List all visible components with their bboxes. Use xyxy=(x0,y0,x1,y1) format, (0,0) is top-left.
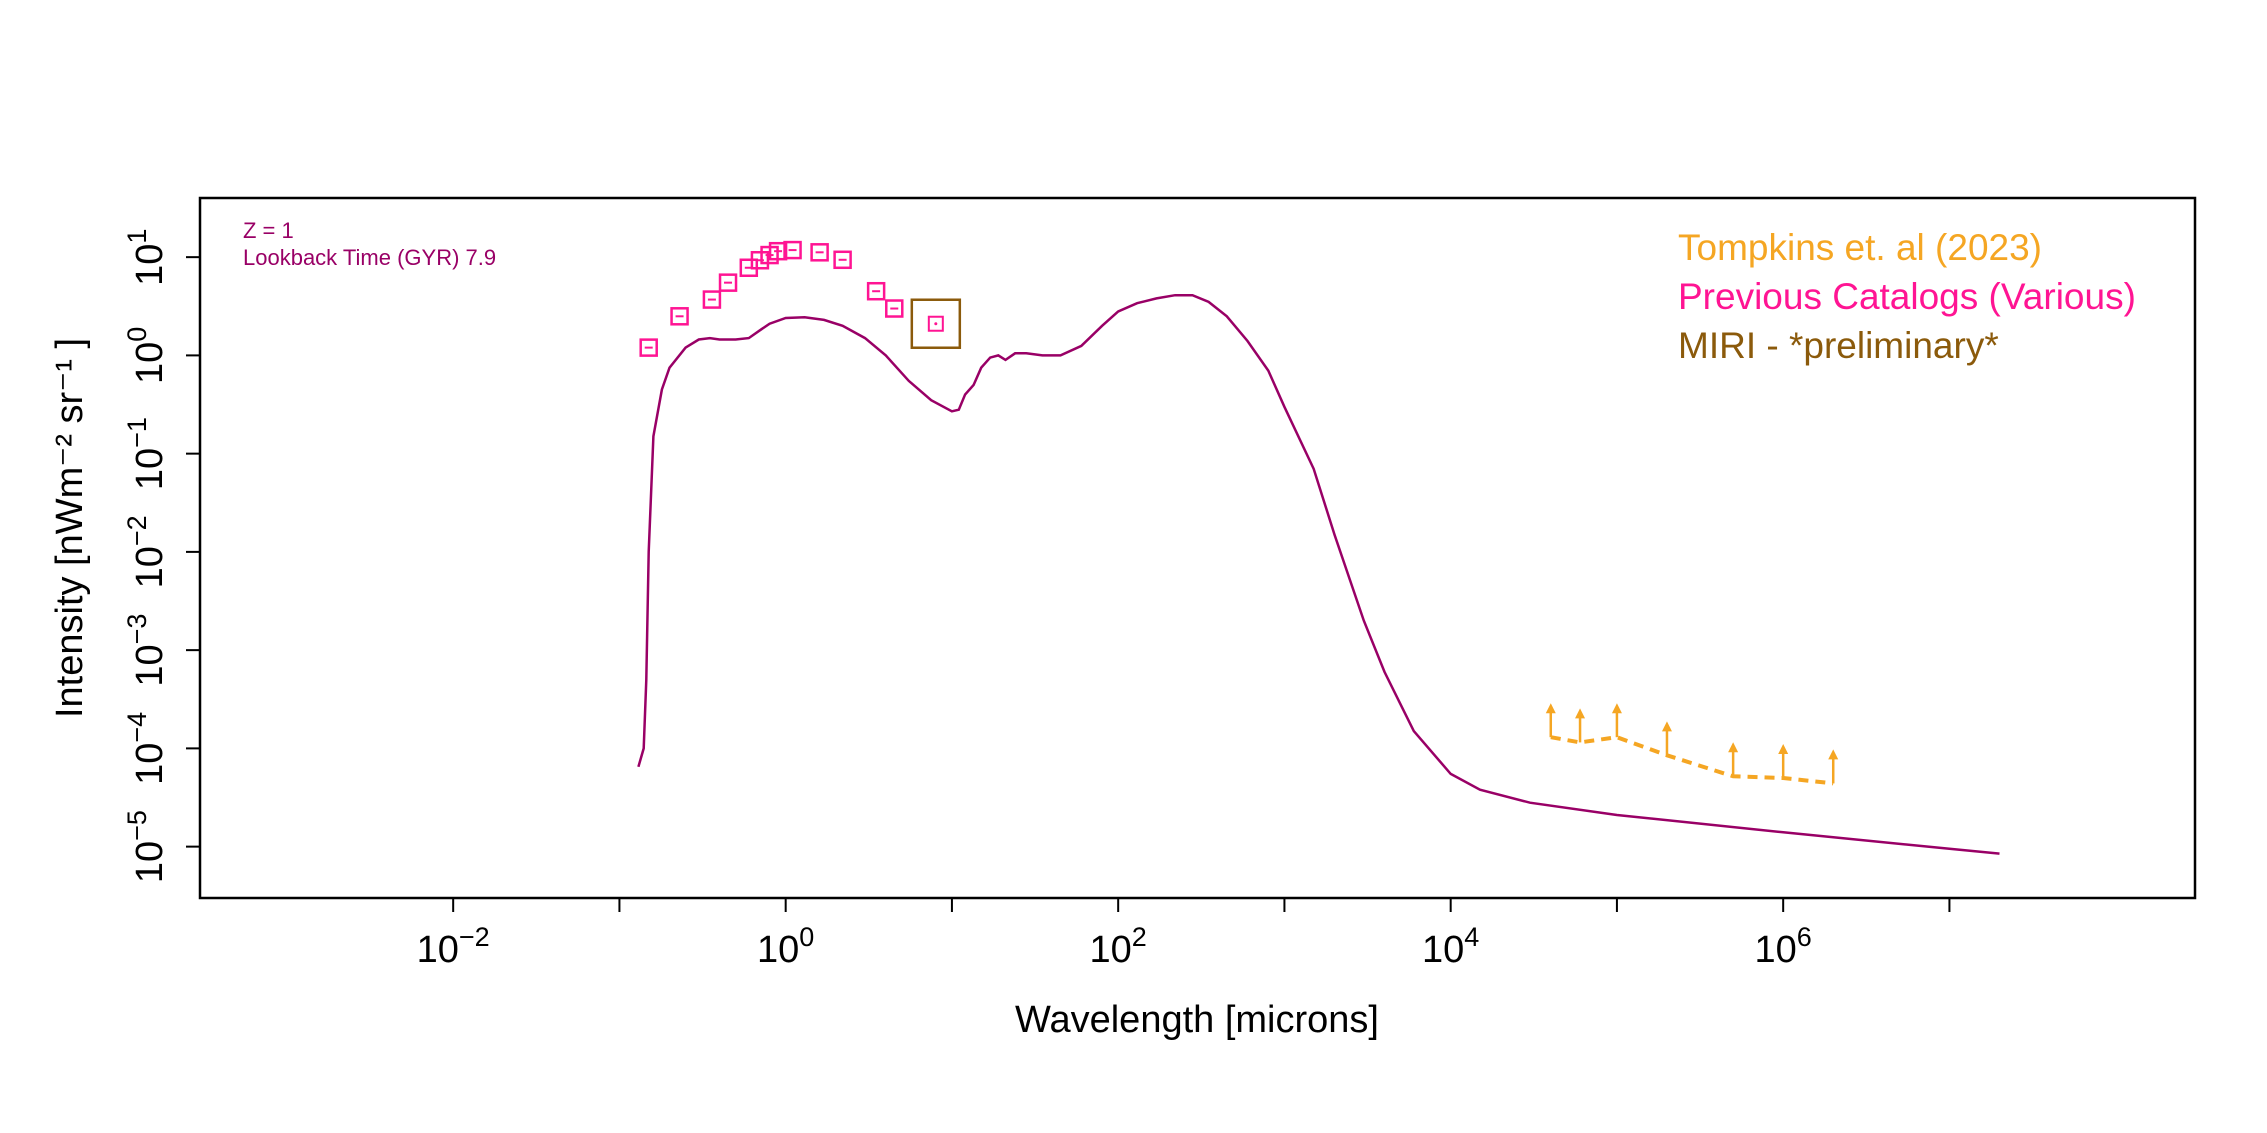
limit-arrow-head xyxy=(1828,749,1839,760)
x-tick-label-exponent: −2 xyxy=(459,922,490,952)
plot-contents xyxy=(637,240,2000,855)
data-marker xyxy=(783,240,802,260)
previous-catalog-point xyxy=(783,240,802,260)
data-marker xyxy=(750,250,770,270)
miri-point xyxy=(910,298,962,349)
y-tick-label-exponent: 1 xyxy=(122,229,152,244)
annotation-redshift: Z = 1 xyxy=(243,218,294,243)
limit-arrow-head xyxy=(1728,742,1739,753)
limit-arrow-head xyxy=(1545,703,1556,714)
previous-catalog-point xyxy=(833,250,852,270)
previous-catalog-point xyxy=(810,243,829,262)
legend-entry-miri: MIRI - *preliminary* xyxy=(1678,325,1999,366)
limit-arrow-head xyxy=(1778,743,1789,754)
x-tick-label-exponent: 4 xyxy=(1464,922,1479,952)
y-tick-label-exponent: −2 xyxy=(122,515,152,546)
x-tick-label: 106 xyxy=(1755,922,1812,971)
x-tick-label-exponent: 6 xyxy=(1797,922,1812,952)
y-tick-label-exponent: −5 xyxy=(122,810,152,841)
data-marker xyxy=(885,299,904,318)
x-axis-label: Wavelength [microns] xyxy=(1015,999,1379,1041)
previous-catalog-point xyxy=(670,307,689,326)
y-tick-label-base: 10 xyxy=(129,644,171,686)
x-tick-label: 10−2 xyxy=(417,922,490,971)
x-tick-label: 100 xyxy=(757,922,814,971)
previous-catalog-point xyxy=(885,299,904,318)
data-marker xyxy=(670,307,689,326)
plot-frame xyxy=(198,196,2197,900)
miri-box-marker xyxy=(910,298,962,349)
y-tick-label-exponent: 0 xyxy=(122,327,152,342)
x-tick-label-base: 10 xyxy=(1422,929,1464,971)
y-tick-label: 10−1 xyxy=(122,417,171,490)
tompkins-lower-limit-point xyxy=(1828,749,1839,784)
y-tick-label-exponent: −4 xyxy=(122,712,152,743)
y-tick-label: 10−3 xyxy=(122,614,171,687)
tompkins-lower-limit-point xyxy=(1661,721,1672,756)
x-tick-label-base: 10 xyxy=(417,929,459,971)
y-tick-label: 10−4 xyxy=(122,712,171,785)
previous-catalog-point xyxy=(718,273,738,292)
y-tick-label-base: 10 xyxy=(129,841,171,883)
y-tick-label-exponent: −1 xyxy=(122,417,152,448)
data-marker xyxy=(866,281,886,301)
tompkins-lower-limit-point xyxy=(1545,703,1556,738)
limit-arrow-head xyxy=(1575,708,1586,719)
data-marker xyxy=(718,273,738,292)
previous-catalog-point xyxy=(866,281,886,301)
previous-catalog-point xyxy=(768,241,788,261)
previous-catalog-point xyxy=(702,290,722,309)
legend: Tompkins et. al (2023) Previous Catalogs… xyxy=(1678,227,2136,366)
limit-arrow-head xyxy=(1661,721,1672,732)
data-marker xyxy=(927,315,944,332)
y-tick-label-base: 10 xyxy=(129,448,171,490)
tompkins-lower-limit-point xyxy=(1575,708,1586,743)
y-axis-label: Intensity [nWm⁻² sr⁻¹ ] xyxy=(49,338,91,718)
y-tick-label-base: 10 xyxy=(129,743,171,785)
y-tick-label: 10−2 xyxy=(122,515,171,588)
data-marker xyxy=(702,290,722,309)
limit-arrow-head xyxy=(1611,703,1622,714)
x-tick-label: 104 xyxy=(1422,922,1479,971)
y-tick-label-exponent: −3 xyxy=(122,614,152,645)
x-axis: 10−2 100 102 104 106 xyxy=(417,898,1951,971)
x-tick-label-exponent: 2 xyxy=(1132,922,1147,952)
y-tick-label-base: 10 xyxy=(129,546,171,588)
y-tick-label: 101 xyxy=(122,229,171,286)
data-marker xyxy=(768,241,788,261)
x-tick-label-exponent: 0 xyxy=(799,922,814,952)
data-marker xyxy=(810,243,829,262)
y-tick-label: 10−5 xyxy=(122,810,171,883)
annotation-lookback-time: Lookback Time (GYR) 7.9 xyxy=(243,245,496,270)
x-tick-label: 102 xyxy=(1090,922,1147,971)
data-dot xyxy=(934,322,938,326)
previous-catalog-point xyxy=(639,338,658,357)
x-tick-label-base: 10 xyxy=(1090,929,1132,971)
x-tick-label-base: 10 xyxy=(1755,929,1797,971)
y-tick-label-base: 10 xyxy=(129,244,171,286)
x-tick-label-base: 10 xyxy=(757,929,799,971)
data-marker xyxy=(833,250,852,270)
legend-entry-previous-catalogs: Previous Catalogs (Various) xyxy=(1678,276,2136,317)
tompkins-lower-limit-point xyxy=(1778,743,1789,778)
tompkins-lower-limit-point xyxy=(1728,742,1739,777)
tompkins-lower-limit-point xyxy=(1611,703,1622,738)
y-tick-label: 100 xyxy=(122,327,171,384)
data-marker xyxy=(639,338,658,357)
model-intensity-line xyxy=(637,293,2000,855)
y-tick-label-base: 10 xyxy=(129,342,171,384)
legend-entry-tompkins: Tompkins et. al (2023) xyxy=(1678,227,2042,268)
